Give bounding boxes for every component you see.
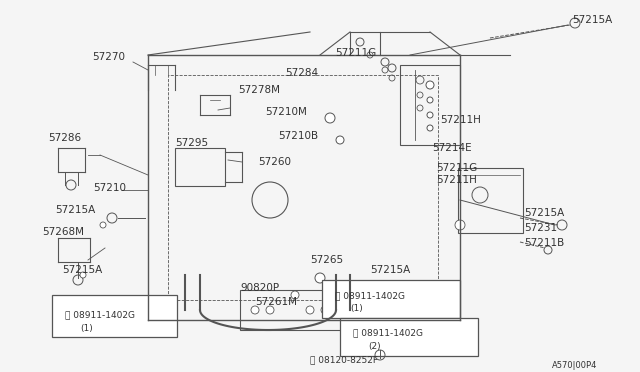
Circle shape (80, 272, 86, 278)
Text: 57278M: 57278M (238, 85, 280, 95)
Circle shape (455, 220, 465, 230)
Text: Ⓢ 08120-8252F: Ⓢ 08120-8252F (310, 356, 378, 365)
Circle shape (251, 306, 259, 314)
Text: 57270: 57270 (92, 52, 125, 62)
Text: Ⓝ 08911-1402G: Ⓝ 08911-1402G (65, 311, 135, 320)
Circle shape (427, 97, 433, 103)
Text: 90820P: 90820P (240, 283, 279, 293)
Text: (2): (2) (368, 341, 381, 350)
Circle shape (336, 136, 344, 144)
Circle shape (426, 81, 434, 89)
Bar (52, 295, 177, 337)
Text: 57260: 57260 (258, 157, 291, 167)
Circle shape (100, 222, 106, 228)
Circle shape (325, 113, 335, 123)
Text: 57215A: 57215A (524, 208, 564, 218)
Text: 57210: 57210 (93, 183, 126, 193)
Text: 57211G: 57211G (335, 48, 376, 58)
Text: 57211H: 57211H (436, 175, 477, 185)
Text: 57211G: 57211G (436, 163, 477, 173)
Circle shape (266, 306, 274, 314)
Text: Ⓝ 08911-1402G: Ⓝ 08911-1402G (335, 292, 405, 301)
Text: 57284: 57284 (285, 68, 318, 78)
Bar (175, 148, 225, 186)
Text: 57210M: 57210M (265, 107, 307, 117)
Text: 57210B: 57210B (278, 131, 318, 141)
Circle shape (315, 273, 325, 283)
Circle shape (321, 306, 329, 314)
Bar (458, 168, 523, 233)
Text: 57215A: 57215A (62, 265, 102, 275)
Text: 57211B: 57211B (524, 238, 564, 248)
Bar (322, 280, 460, 318)
Text: 57268M: 57268M (42, 227, 84, 237)
Text: 57261M: 57261M (255, 297, 297, 307)
Circle shape (291, 291, 299, 299)
Text: 57215A: 57215A (55, 205, 95, 215)
Bar (168, 75, 438, 300)
Text: 57214E: 57214E (432, 143, 472, 153)
Text: 57215A: 57215A (370, 265, 410, 275)
Text: (1): (1) (350, 304, 363, 312)
Text: 57265: 57265 (310, 255, 343, 265)
Circle shape (427, 125, 433, 131)
Text: (1): (1) (80, 324, 93, 333)
Bar (240, 290, 350, 330)
Text: 57295: 57295 (175, 138, 208, 148)
Bar (400, 65, 460, 145)
Text: A570|00P4: A570|00P4 (552, 360, 597, 369)
Circle shape (306, 306, 314, 314)
Text: 57286: 57286 (48, 133, 81, 143)
Text: 57231: 57231 (524, 223, 557, 233)
Text: Ⓝ 08911-1402G: Ⓝ 08911-1402G (353, 328, 423, 337)
Text: 57215A: 57215A (572, 15, 612, 25)
Bar (340, 318, 478, 356)
Text: 57211H: 57211H (440, 115, 481, 125)
Circle shape (427, 112, 433, 118)
